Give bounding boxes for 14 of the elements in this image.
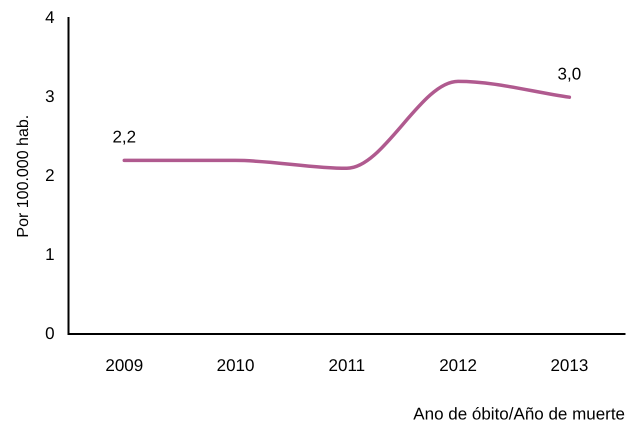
- y-tick-label: 4: [45, 8, 55, 27]
- x-tick-label: 2010: [216, 356, 254, 376]
- y-tick-label: 1: [45, 244, 55, 264]
- data-label: 3,0: [558, 64, 582, 84]
- x-tick-label: 2013: [550, 356, 588, 376]
- data-label: 2,2: [112, 128, 136, 147]
- y-tick-label: 3: [45, 86, 55, 106]
- y-tick-label: 2: [45, 166, 55, 185]
- x-tick-label: 2009: [105, 356, 144, 376]
- x-tick-label: 2011: [328, 356, 366, 376]
- y-tick-label: 0: [45, 324, 55, 343]
- x-axis-title: Ano de óbito/Año de muerte: [413, 404, 625, 424]
- x-tick-label: 2012: [439, 356, 478, 376]
- y-axis-title: Por 100.000 hab.: [15, 114, 32, 238]
